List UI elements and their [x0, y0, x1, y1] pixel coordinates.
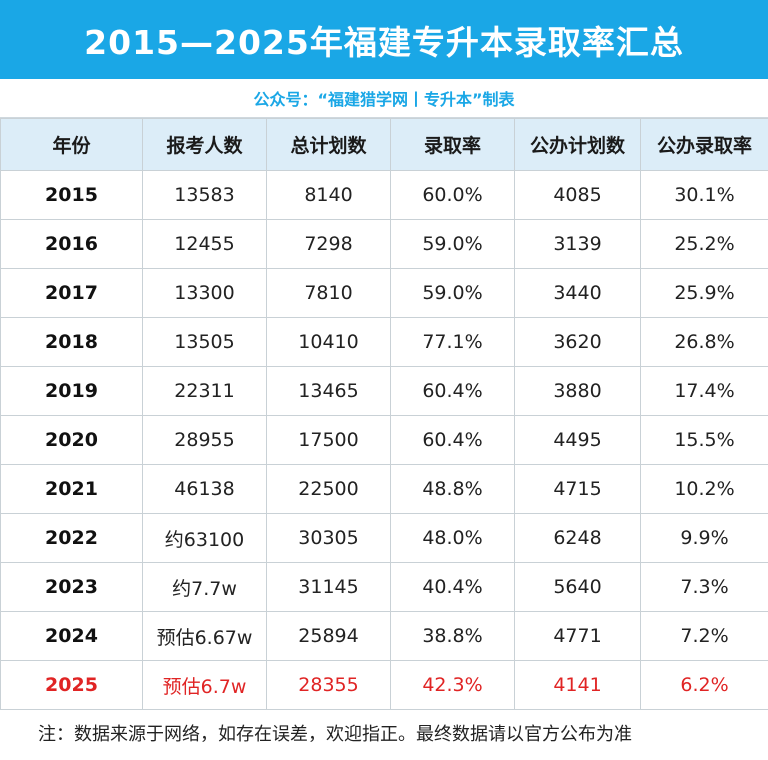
cell-public-plan: 4141: [514, 660, 641, 710]
table-row: 2015 13583 8140 60.0% 4085 30.1%: [0, 170, 768, 220]
cell-applicants: 13300: [142, 268, 267, 318]
cell-year: 2022: [0, 513, 143, 563]
cell-public-plan: 6248: [514, 513, 641, 563]
cell-public-admission-rate: 26.8%: [640, 317, 768, 367]
table-row-highlight: 2025 预估6.7w 28355 42.3% 4141 6.2%: [0, 660, 768, 710]
cell-total-plan: 30305: [266, 513, 391, 563]
header-year: 年份: [0, 118, 143, 171]
cell-total-plan: 28355: [266, 660, 391, 710]
cell-admission-rate: 60.4%: [390, 415, 515, 465]
cell-total-plan: 25894: [266, 611, 391, 661]
cell-public-plan: 5640: [514, 562, 641, 612]
page-title: 2015—2025年福建专升本录取率汇总: [0, 0, 768, 79]
table-row: 2020 28955 17500 60.4% 4495 15.5%: [0, 415, 768, 465]
cell-year: 2018: [0, 317, 143, 367]
cell-year: 2023: [0, 562, 143, 612]
cell-public-plan: 4495: [514, 415, 641, 465]
cell-applicants: 13505: [142, 317, 267, 367]
header-total-plan: 总计划数: [266, 118, 391, 171]
header-public-admission-rate: 公办录取率: [640, 118, 768, 171]
cell-year: 2025: [0, 660, 143, 710]
cell-admission-rate: 60.0%: [390, 170, 515, 220]
cell-admission-rate: 48.8%: [390, 464, 515, 514]
cell-public-plan: 3139: [514, 219, 641, 269]
table-row: 2024 预估6.67w 25894 38.8% 4771 7.2%: [0, 611, 768, 661]
cell-public-plan: 4085: [514, 170, 641, 220]
cell-admission-rate: 59.0%: [390, 268, 515, 318]
cell-admission-rate: 60.4%: [390, 366, 515, 416]
table-row: 2021 46138 22500 48.8% 4715 10.2%: [0, 464, 768, 514]
cell-public-admission-rate: 7.2%: [640, 611, 768, 661]
cell-applicants: 12455: [142, 219, 267, 269]
cell-public-plan: 3440: [514, 268, 641, 318]
cell-applicants: 预估6.67w: [142, 611, 267, 661]
table-row: 2016 12455 7298 59.0% 3139 25.2%: [0, 219, 768, 269]
table-row: 2018 13505 10410 77.1% 3620 26.8%: [0, 317, 768, 367]
cell-total-plan: 17500: [266, 415, 391, 465]
cell-public-admission-rate: 10.2%: [640, 464, 768, 514]
cell-total-plan: 13465: [266, 366, 391, 416]
cell-admission-rate: 42.3%: [390, 660, 515, 710]
table-row: 2023 约7.7w 31145 40.4% 5640 7.3%: [0, 562, 768, 612]
footnote: 注：数据来源于网络，如存在误差，欢迎指正。最终数据请以官方公布为准: [38, 723, 632, 745]
cell-public-plan: 3880: [514, 366, 641, 416]
cell-public-plan: 3620: [514, 317, 641, 367]
cell-total-plan: 7298: [266, 219, 391, 269]
cell-public-admission-rate: 25.2%: [640, 219, 768, 269]
cell-public-admission-rate: 25.9%: [640, 268, 768, 318]
cell-year: 2016: [0, 219, 143, 269]
cell-admission-rate: 40.4%: [390, 562, 515, 612]
cell-total-plan: 7810: [266, 268, 391, 318]
cell-applicants: 13583: [142, 170, 267, 220]
cell-total-plan: 22500: [266, 464, 391, 514]
table-body: 2015 13583 8140 60.0% 4085 30.1% 2016 12…: [0, 170, 768, 710]
cell-applicants: 22311: [142, 366, 267, 416]
cell-year: 2019: [0, 366, 143, 416]
cell-admission-rate: 77.1%: [390, 317, 515, 367]
cell-total-plan: 8140: [266, 170, 391, 220]
cell-applicants: 46138: [142, 464, 267, 514]
page-subtitle: 公众号：“福建猎学网丨专升本”制表: [0, 79, 768, 118]
cell-public-admission-rate: 30.1%: [640, 170, 768, 220]
cell-public-plan: 4771: [514, 611, 641, 661]
cell-applicants: 28955: [142, 415, 267, 465]
cell-year: 2024: [0, 611, 143, 661]
header-public-plan: 公办计划数: [514, 118, 641, 171]
cell-year: 2021: [0, 464, 143, 514]
header-admission-rate: 录取率: [390, 118, 515, 171]
cell-public-admission-rate: 6.2%: [640, 660, 768, 710]
cell-total-plan: 10410: [266, 317, 391, 367]
cell-applicants: 预估6.7w: [142, 660, 267, 710]
cell-admission-rate: 59.0%: [390, 219, 515, 269]
table-row: 2022 约63100 30305 48.0% 6248 9.9%: [0, 513, 768, 563]
cell-public-admission-rate: 9.9%: [640, 513, 768, 563]
cell-public-plan: 4715: [514, 464, 641, 514]
cell-year: 2017: [0, 268, 143, 318]
cell-public-admission-rate: 15.5%: [640, 415, 768, 465]
cell-year: 2020: [0, 415, 143, 465]
cell-year: 2015: [0, 170, 143, 220]
cell-public-admission-rate: 7.3%: [640, 562, 768, 612]
cell-total-plan: 31145: [266, 562, 391, 612]
table-row: 2019 22311 13465 60.4% 3880 17.4%: [0, 366, 768, 416]
table-header-row: 年份 报考人数 总计划数 录取率 公办计划数 公办录取率: [0, 118, 768, 171]
cell-admission-rate: 38.8%: [390, 611, 515, 661]
cell-applicants: 约7.7w: [142, 562, 267, 612]
cell-admission-rate: 48.0%: [390, 513, 515, 563]
table-row: 2017 13300 7810 59.0% 3440 25.9%: [0, 268, 768, 318]
cell-applicants: 约63100: [142, 513, 267, 563]
admission-rate-table: 年份 报考人数 总计划数 录取率 公办计划数 公办录取率 2015 13583 …: [0, 118, 768, 710]
header-applicants: 报考人数: [142, 118, 267, 171]
cell-public-admission-rate: 17.4%: [640, 366, 768, 416]
